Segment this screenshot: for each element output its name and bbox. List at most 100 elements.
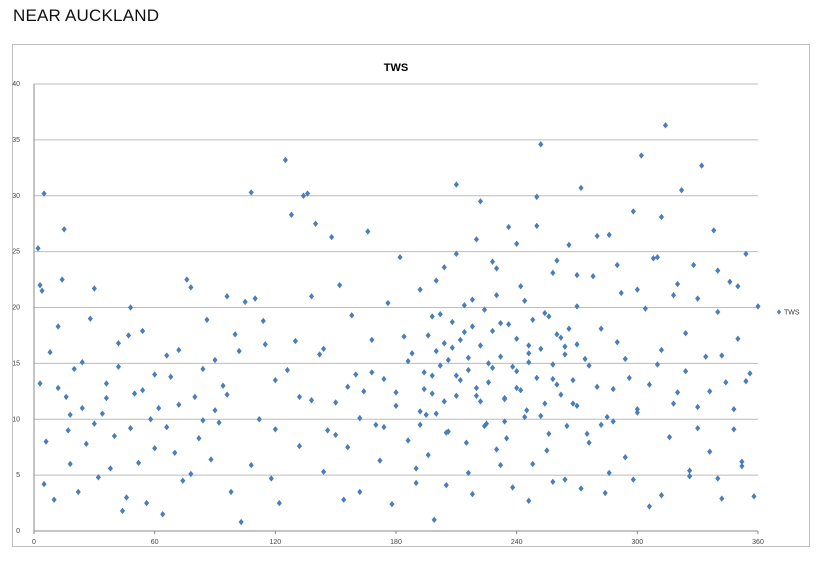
data-point xyxy=(417,286,423,293)
data-point xyxy=(469,296,475,303)
data-point xyxy=(564,422,570,430)
data-point xyxy=(449,344,455,351)
data-point xyxy=(304,190,311,197)
data-point xyxy=(260,317,266,325)
gridlines xyxy=(33,83,758,532)
data-point xyxy=(530,460,536,468)
data-point xyxy=(65,427,71,434)
data-point xyxy=(483,420,490,427)
data-point xyxy=(534,374,540,382)
data-point xyxy=(554,381,560,388)
data-point xyxy=(409,350,415,357)
y-tick-label: 10 xyxy=(12,416,20,423)
data-point xyxy=(634,405,640,413)
data-point xyxy=(461,328,467,336)
data-point xyxy=(37,380,43,387)
data-point xyxy=(562,351,568,358)
data-point xyxy=(498,353,504,360)
data-point xyxy=(574,402,580,410)
data-point xyxy=(530,316,536,323)
data-point xyxy=(506,223,512,231)
data-point xyxy=(127,424,134,432)
data-point xyxy=(421,369,427,376)
data-point xyxy=(453,392,459,399)
data-point xyxy=(393,389,399,396)
data-point xyxy=(493,265,500,272)
data-point xyxy=(357,414,363,422)
data-point xyxy=(550,375,556,383)
data-point xyxy=(87,315,93,322)
y-tick-label: 30 xyxy=(12,193,20,200)
data-point xyxy=(453,250,459,258)
data-point xyxy=(449,318,455,326)
data-point xyxy=(719,352,725,359)
data-point xyxy=(578,485,584,492)
data-point xyxy=(59,276,65,283)
data-point xyxy=(95,474,101,481)
legend-marker xyxy=(776,309,782,315)
data-point xyxy=(228,488,234,496)
data-point xyxy=(236,347,242,355)
data-point xyxy=(75,488,81,496)
data-point xyxy=(502,418,508,425)
data-point xyxy=(224,391,230,398)
data-point xyxy=(276,499,282,507)
data-point xyxy=(192,393,198,401)
data-point xyxy=(670,292,677,299)
data-point xyxy=(423,411,429,418)
y-tick-label: 35 xyxy=(12,137,20,144)
data-point xyxy=(188,470,194,478)
data-point xyxy=(526,359,532,366)
data-point xyxy=(91,420,97,427)
x-tick-label: 0 xyxy=(32,539,36,546)
data-point xyxy=(498,319,504,327)
data-point xyxy=(538,345,544,353)
data-point xyxy=(292,337,299,345)
data-point xyxy=(550,269,556,277)
chart-title: TWS xyxy=(384,62,408,74)
y-tick-label: 15 xyxy=(12,360,20,367)
data-point xyxy=(369,336,375,344)
data-point xyxy=(43,438,49,445)
data-point xyxy=(224,293,230,300)
data-point xyxy=(584,430,590,437)
data-point xyxy=(695,403,701,411)
data-point xyxy=(654,361,661,368)
data-point xyxy=(67,460,73,468)
data-point xyxy=(658,346,665,354)
data-point xyxy=(433,277,439,284)
data-point xyxy=(622,355,628,363)
data-point xyxy=(723,379,729,386)
data-point xyxy=(554,257,560,264)
data-point xyxy=(337,281,343,289)
data-point xyxy=(125,332,132,339)
data-point xyxy=(473,384,480,392)
data-point xyxy=(37,281,43,289)
data-point xyxy=(123,494,130,501)
data-point xyxy=(256,416,262,423)
data-point xyxy=(666,433,673,441)
data-point xyxy=(524,407,530,414)
data-point xyxy=(421,385,427,393)
data-point xyxy=(544,447,550,454)
data-point xyxy=(389,500,395,508)
data-point xyxy=(465,354,471,361)
data-point xyxy=(707,388,713,395)
page-heading: NEAR AUCKLAND xyxy=(13,6,160,25)
data-point xyxy=(610,418,616,425)
data-point xyxy=(469,323,475,330)
data-point xyxy=(743,378,749,385)
data-point xyxy=(172,449,178,456)
data-point xyxy=(184,276,190,283)
data-point xyxy=(152,371,158,378)
y-tick-label: 40 xyxy=(12,81,20,88)
data-point xyxy=(83,440,89,448)
data-point xyxy=(526,342,532,349)
data-point xyxy=(329,233,335,241)
data-point xyxy=(743,250,749,258)
data-point xyxy=(574,341,580,348)
y-tick-label: 0 xyxy=(16,528,20,535)
data-point xyxy=(156,404,162,412)
data-point xyxy=(164,423,170,431)
data-point xyxy=(534,193,540,201)
